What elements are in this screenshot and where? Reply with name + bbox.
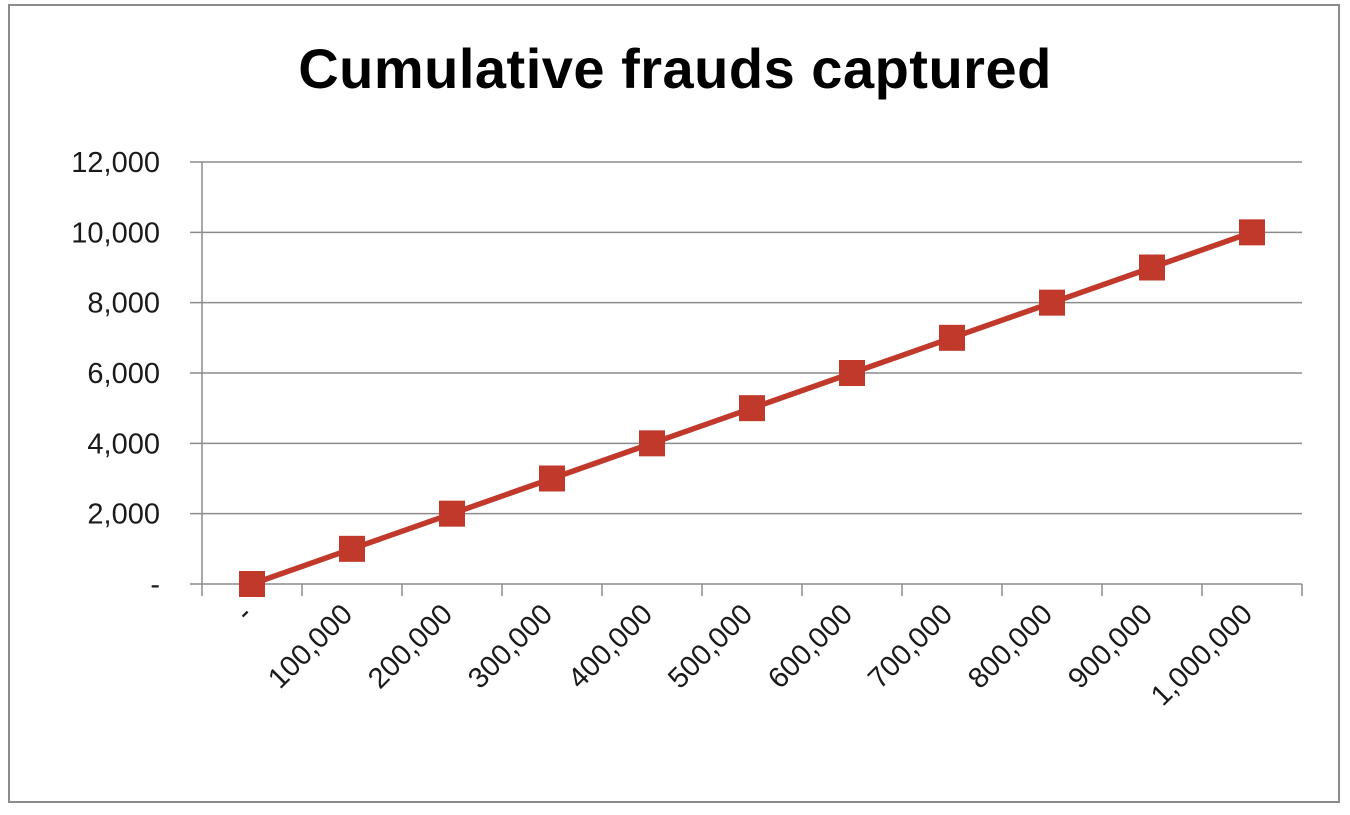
x-tick-label: 500,000	[662, 598, 759, 695]
data-point-marker	[739, 395, 765, 422]
y-tick-label: 4,000	[87, 428, 160, 460]
data-point-marker	[439, 500, 465, 527]
data-point-marker	[839, 360, 865, 386]
x-tick-label: 1,000,000	[1145, 598, 1259, 712]
chart-frame	[8, 4, 1340, 803]
x-tick-label: 400,000	[562, 598, 659, 695]
x-tick-label: 600,000	[762, 598, 859, 695]
chart-title: Cumulative frauds captured	[298, 37, 1052, 100]
x-tick-label: 200,000	[362, 598, 459, 695]
y-tick-label: 2,000	[87, 499, 160, 531]
data-point-marker	[239, 571, 265, 597]
x-tick-label: 100,000	[262, 598, 359, 695]
data-point-marker	[1239, 219, 1265, 246]
x-tick-label: 300,000	[462, 598, 559, 695]
y-tick-label: -	[150, 569, 160, 601]
gridlines	[190, 161, 1302, 585]
y-tick-label: 6,000	[87, 358, 160, 390]
y-tick-label: 12,000	[71, 147, 160, 179]
data-point-marker	[1139, 254, 1165, 281]
x-tick-label: 700,000	[862, 598, 959, 695]
y-tick-label: 8,000	[87, 288, 160, 320]
data-point-marker	[939, 324, 965, 351]
x-tick-label: -	[229, 598, 258, 627]
x-axis: -100,000 200,000 300,000 400,000 500,000 600,…	[201, 584, 1303, 712]
data-point-marker	[339, 535, 365, 562]
markers-layer	[239, 219, 1265, 597]
y-axis: - 2,000 4,000 6,000 8,000 10,000 12,000	[71, 147, 203, 601]
data-point-marker	[639, 430, 665, 457]
data-point-marker	[539, 465, 565, 492]
x-tick-label: 900,000	[1062, 598, 1159, 695]
x-tick-label: 800,000	[962, 598, 1059, 695]
data-point-marker	[1039, 289, 1065, 316]
y-tick-label: 10,000	[71, 217, 160, 249]
